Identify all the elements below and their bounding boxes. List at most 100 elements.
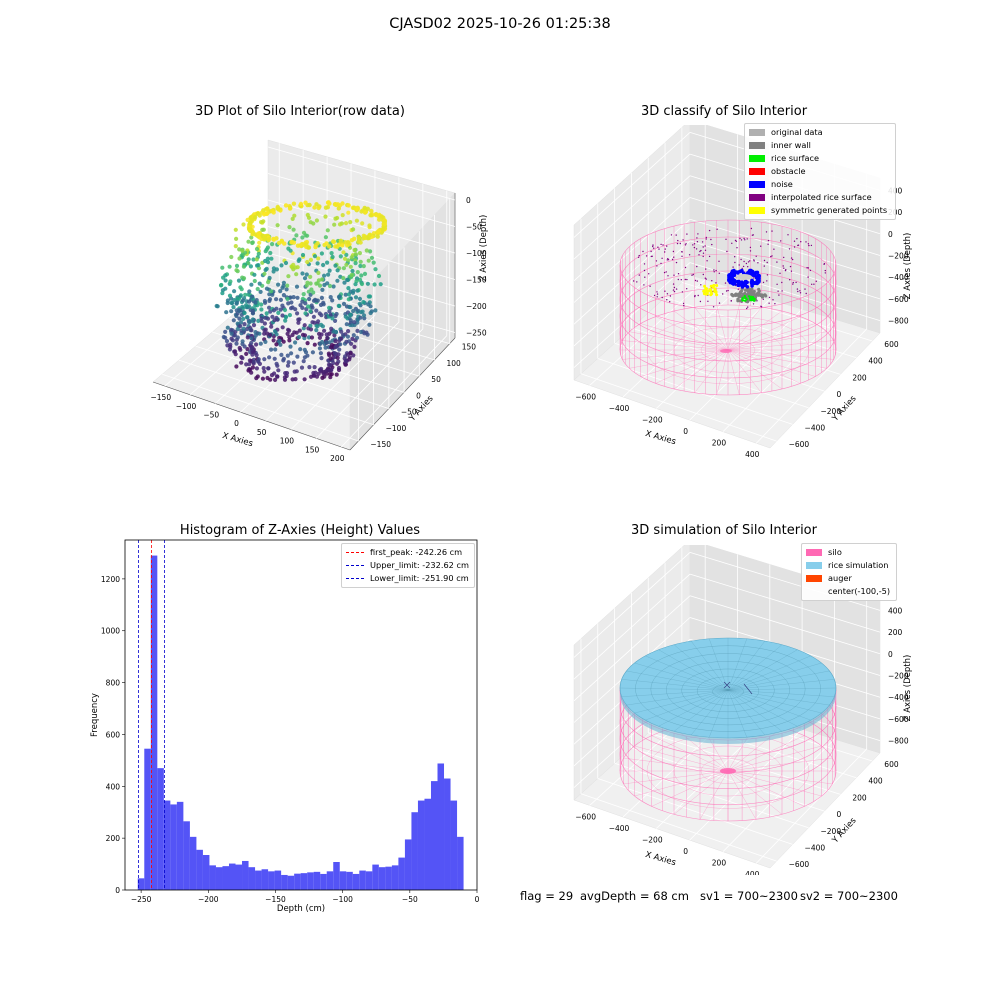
histogram-bar (365, 871, 373, 890)
grid-line (580, 793, 777, 862)
raw-data-point (287, 335, 292, 340)
interpolated-rice-point (824, 269, 826, 272)
noise-point (755, 281, 759, 286)
interpolated-rice-point (734, 261, 736, 264)
interpolated-rice-point (760, 306, 763, 308)
raw-data-point (262, 369, 267, 374)
grid-line (614, 342, 809, 409)
symmetric-point (709, 293, 713, 297)
inner-wall-point (730, 292, 734, 297)
raw-data-point (382, 221, 387, 227)
grid-line (580, 373, 777, 442)
legend-entry: first_peak: -242.26 cm (346, 546, 470, 559)
interpolated-rice-point (788, 248, 791, 250)
raw-data-point (309, 287, 314, 292)
raw-data-point (321, 369, 326, 375)
histogram-bar (261, 869, 269, 890)
raw-data-point (359, 329, 364, 335)
rice-mesh-line (727, 679, 835, 691)
interpolated-rice-point (693, 246, 696, 249)
raw-data-point (240, 248, 245, 253)
interpolated-rice-point (783, 256, 785, 259)
interpolated-rice-point (677, 278, 679, 281)
raw-data-point (346, 286, 351, 291)
raw-data-point (295, 265, 300, 270)
raw-data-point (263, 339, 268, 344)
raw-data-point (237, 256, 242, 261)
raw-data-point (220, 265, 225, 270)
y-tick-label: 0 (836, 810, 841, 819)
grid-line (267, 173, 456, 227)
interpolated-rice-point (807, 243, 810, 245)
raw-data-point (300, 271, 305, 276)
raw-data-point (348, 351, 353, 356)
raw-data-point (285, 296, 290, 301)
raw-data-point (264, 286, 270, 291)
interpolated-rice-point (732, 266, 734, 268)
raw-data-point (323, 205, 329, 210)
raw-data-point (283, 318, 288, 323)
raw-data-point (244, 303, 249, 308)
raw-data-point (332, 333, 337, 338)
raw-data-point (228, 279, 233, 284)
plot1-z-axis-label: Z Axies (Depth) (479, 215, 489, 282)
grid-line (573, 153, 691, 260)
rice-mesh-line (626, 670, 729, 691)
raw-data-point (267, 355, 272, 360)
y-tick-label: −600 (789, 440, 810, 449)
x-tick-label: −150 (265, 895, 286, 904)
raw-data-point (324, 340, 329, 345)
interpolated-rice-point (666, 259, 668, 261)
raw-data-point (245, 315, 250, 320)
interpolated-rice-point (710, 238, 712, 241)
raw-data-point (334, 372, 339, 377)
interpolated-rice-point (793, 246, 796, 248)
raw-data-point (267, 292, 272, 297)
interpolated-rice-point (791, 258, 794, 261)
raw-data-point (358, 263, 363, 269)
raw-data-point (229, 331, 234, 336)
symmetric-point (712, 283, 716, 287)
interpolated-rice-point (685, 243, 687, 245)
raw-data-point (242, 322, 247, 327)
raw-data-point (281, 283, 286, 288)
raw-data-point (246, 239, 251, 244)
raw-data-point (339, 336, 344, 341)
histogram-bar (189, 836, 197, 890)
raw-data-point (224, 339, 230, 344)
histogram-bar (287, 875, 295, 890)
interpolated-rice-point (681, 291, 684, 293)
histogram-bar (300, 873, 308, 890)
legend-label: rice simulation (828, 560, 889, 570)
interpolated-rice-point (718, 260, 720, 262)
raw-data-point (307, 365, 312, 370)
raw-data-point (257, 240, 262, 245)
z-tick-label: −150 (466, 276, 487, 285)
raw-data-point (249, 336, 254, 341)
raw-data-point (252, 278, 257, 284)
raw-data-point (281, 356, 286, 361)
legend-entry: rice simulation (806, 559, 892, 572)
interpolated-rice-point (800, 241, 802, 243)
raw-data-point (251, 308, 256, 313)
interpolated-rice-point (708, 255, 711, 258)
grid-line (722, 738, 835, 852)
rice-mesh-line (626, 689, 729, 706)
rice-mesh-line (690, 640, 729, 691)
raw-data-point (346, 258, 351, 263)
raw-data-point (259, 307, 264, 312)
raw-data-point (336, 359, 341, 364)
grid-line (195, 345, 389, 409)
raw-data-point (351, 288, 356, 293)
raw-data-point (348, 220, 353, 225)
raw-data-point (280, 313, 285, 318)
interpolated-rice-point (810, 244, 813, 247)
interpolated-rice-point (705, 268, 707, 270)
raw-data-point (255, 286, 260, 292)
raw-data-point (234, 341, 239, 346)
raw-data-point (234, 236, 239, 241)
z-tick-label: 0 (466, 196, 471, 205)
raw-data-point (249, 340, 254, 346)
x-tick-label: −400 (609, 404, 630, 413)
interpolated-rice-point (779, 272, 781, 274)
